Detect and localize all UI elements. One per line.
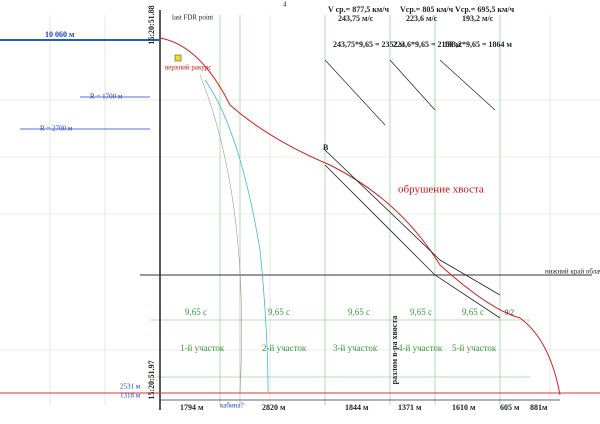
speed-line: [439, 59, 496, 111]
segment: 1-й участок: [180, 343, 225, 353]
distance: 1318 м: [120, 392, 141, 400]
distance: 10 060 м: [45, 30, 75, 39]
interval: 9,65 с: [348, 307, 370, 317]
interval: 9,65 с: [185, 307, 207, 317]
distance: 1844 м: [345, 403, 369, 412]
page-number: 4: [283, 1, 287, 9]
speed-line: [324, 59, 386, 126]
distance: 605 м: [500, 403, 520, 412]
trajectory-bound: [324, 149, 501, 296]
marker: 9/2: [505, 309, 514, 317]
speed-line: [389, 59, 436, 111]
interval: 9,65 с: [268, 307, 290, 317]
distance: 1794 м: [180, 403, 204, 412]
segment: 3-й участок: [333, 343, 378, 353]
segment: 5-й участок: [452, 343, 497, 353]
speed: V ср.= 877,5 км/ч: [328, 5, 389, 14]
marker: B: [323, 143, 329, 152]
cabin-path: [204, 79, 269, 393]
speed: 223,6 м/с: [406, 14, 438, 23]
trajectory: [159, 37, 561, 396]
distance: 2820 м: [262, 403, 286, 412]
segment: 4-й участок: [398, 343, 443, 353]
speed: Vср.= 805 км/ч: [400, 5, 454, 14]
speed: 243,75 м/с: [338, 14, 374, 23]
time-top: 15:20:51.88: [147, 5, 156, 44]
segment: 2-й участок: [262, 343, 307, 353]
upper-view: верхний ракурс: [165, 64, 211, 72]
cloud-edge: нижний край облачности: [545, 268, 600, 276]
distance: 1371 м: [398, 403, 422, 412]
speed-calc: 243,75*9,65 = 2352 м: [333, 40, 406, 49]
cabin-label: кабина?: [220, 402, 244, 410]
grid: [0, 15, 600, 405]
speed: Vср.= 695,5 км/ч: [455, 5, 515, 14]
speed-calc: 193,2*9,65 = 1864 м: [444, 40, 513, 49]
radius: R = 1700 м: [90, 93, 123, 101]
fdr-label: last FDR point: [172, 14, 213, 22]
trajectory-bound: [324, 164, 501, 319]
interval: 9,65 с: [462, 307, 484, 317]
distance: 881м: [530, 403, 548, 412]
distance: 2531 м: [120, 383, 141, 391]
distance: 1610 м: [452, 403, 476, 412]
speed-calc: 223,6*9,65 = 2158 м: [393, 40, 462, 49]
speed: 193,2 м/с: [462, 14, 494, 23]
interval: 9,65 с: [410, 307, 432, 317]
time-bottom: 15:20:51.97: [147, 360, 156, 399]
fragment-path: [199, 74, 242, 393]
tail-break: разлом в-ра хвоста: [390, 316, 399, 385]
fdr-point: [174, 54, 182, 62]
tail-collapse: обрушение хвоста: [398, 184, 484, 196]
radius: R = 2700 м: [40, 125, 73, 133]
